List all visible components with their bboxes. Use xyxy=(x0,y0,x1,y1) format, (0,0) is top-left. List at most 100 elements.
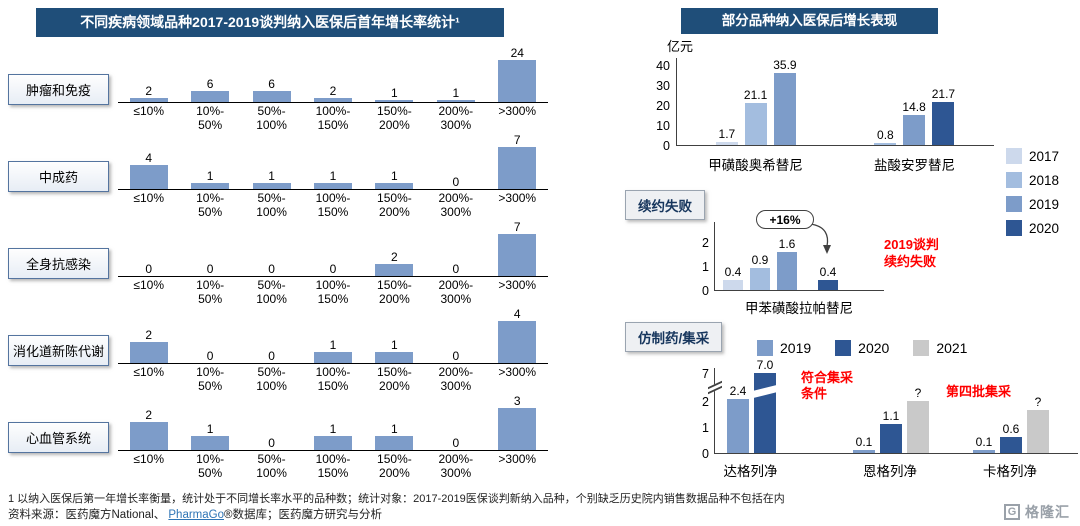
bar-column: 1 xyxy=(241,169,302,189)
bar-wrap: 1.6 xyxy=(777,237,797,290)
x-tick-line: 50% xyxy=(179,467,240,481)
x-tick-line: ≤10% xyxy=(118,366,179,380)
bar xyxy=(253,91,291,102)
bar-column: 1 xyxy=(364,86,425,102)
bar-group: 0.10.6? xyxy=(973,395,1049,453)
y-tick-label: 1 xyxy=(694,260,709,275)
bar xyxy=(716,142,738,145)
x-tick-line: 200% xyxy=(364,206,425,220)
legend-year-label: 2019 xyxy=(1029,197,1059,212)
x-tick-line: 100%- xyxy=(302,453,363,467)
mini-bar-chart: 0000207≤10%10%-50%50%-100%100%-150%150%-… xyxy=(118,220,548,307)
legend-swatch xyxy=(1006,196,1022,212)
bar-value-label: 1 xyxy=(391,422,398,436)
mini-bars-area: 26621124 xyxy=(118,46,548,103)
bar-value-label: 1 xyxy=(452,86,459,100)
bar xyxy=(375,100,413,102)
disease-label-box: 消化道新陈代谢 xyxy=(8,335,109,366)
x-tick-label: 100%-150% xyxy=(302,190,363,219)
bar-wrap: 7.0 xyxy=(754,358,776,453)
x-tick-line: 300% xyxy=(425,380,486,394)
disease-chart-row: 肿瘤和免疫26621124≤10%10%-50%50%-100%100%-150… xyxy=(8,46,548,133)
bar xyxy=(130,422,168,450)
legend-year-label: 2018 xyxy=(1029,173,1059,188)
mini-x-axis: ≤10%10%-50%50%-100%100%-150%150%-200%200… xyxy=(118,451,548,480)
bar-value-label: 1.1 xyxy=(883,409,900,423)
bar-column: 2 xyxy=(302,84,363,102)
disease-chart-row: 心血管系统2101103≤10%10%-50%50%-100%100%-150%… xyxy=(8,394,548,481)
bar-column: 2 xyxy=(118,84,179,102)
bar-value-label: 7 xyxy=(514,133,521,147)
x-tick-line: 150%- xyxy=(364,279,425,293)
bar xyxy=(754,373,776,453)
x-tick-line: 10%- xyxy=(179,192,240,206)
bar-value-label: 0.1 xyxy=(856,435,873,449)
legend-item: 2020 xyxy=(835,340,889,356)
x-tick-line: 150%- xyxy=(364,453,425,467)
source-link[interactable]: PharmaGo xyxy=(168,509,224,521)
x-tick-line: >300% xyxy=(487,192,548,206)
x-tick-line: 50%- xyxy=(241,366,302,380)
bar xyxy=(1027,410,1049,453)
bar-value-label: 0 xyxy=(330,262,337,276)
slide-canvas: 不同疾病领域品种2017-2019谈判纳入医保后首年增长率统计¹ 肿瘤和免疫26… xyxy=(0,0,1080,526)
x-tick-line: ≤10% xyxy=(118,279,179,293)
disease-label-box: 肿瘤和免疫 xyxy=(8,74,109,105)
note-line: 符合集采 xyxy=(801,370,853,386)
legend-item: 2018 xyxy=(1006,172,1059,188)
x-tick-line: 10%- xyxy=(179,366,240,380)
bar-column: 1 xyxy=(302,338,363,363)
legend-swatch xyxy=(1006,148,1022,164)
bar xyxy=(130,98,168,102)
bar-value-label: 24 xyxy=(511,46,524,60)
bar xyxy=(1000,437,1022,453)
x-tick-line: 10%- xyxy=(179,453,240,467)
group-label: 盐酸安罗替尼 xyxy=(835,154,994,174)
bar-value-label: 2 xyxy=(145,408,152,422)
year-legend: 2017201820192020 xyxy=(1006,148,1059,236)
bar xyxy=(818,280,838,290)
legend-swatch xyxy=(757,340,773,356)
fourth-batch-note: 第四批集采 xyxy=(946,384,1011,400)
x-tick-label: 150%-200% xyxy=(364,277,425,306)
group-label: 甲磺酸奥希替尼 xyxy=(676,154,835,174)
x-tick-label: 150%-200% xyxy=(364,364,425,393)
bar-value-label: 1 xyxy=(391,86,398,100)
growth-annotation: +16% xyxy=(756,210,814,229)
procurement-eligible-note: 符合集采 条件 xyxy=(801,370,853,401)
x-tick-label: 150%-200% xyxy=(364,451,425,480)
x-tick-line: 200%- xyxy=(425,279,486,293)
plot-area: 0.40.91.60.4 xyxy=(714,222,884,291)
bar-value-label: ? xyxy=(915,386,922,400)
bar-column: 1 xyxy=(364,338,425,363)
x-tick-label: 10%-50% xyxy=(179,451,240,480)
bar-column: 3 xyxy=(487,394,548,450)
bar-value-label: 2 xyxy=(145,328,152,342)
mini-bars-area: 2101103 xyxy=(118,394,548,451)
bar-value-label: 0 xyxy=(268,349,275,363)
x-tick-label: ≤10% xyxy=(118,277,179,306)
x-axis-labels: 甲磺酸奥希替尼盐酸安罗替尼 xyxy=(676,154,994,174)
bar xyxy=(375,183,413,189)
bar-group: 2.47.0 xyxy=(727,358,776,453)
disease-label: 消化道新陈代谢 xyxy=(11,341,106,360)
mini-bar-chart: 4111107≤10%10%-50%50%-100%100%-150%150%-… xyxy=(118,133,548,220)
bar-value-label: 0.6 xyxy=(1003,422,1020,436)
disease-label: 肿瘤和免疫 xyxy=(11,80,106,99)
bar-value-label: 6 xyxy=(268,77,275,91)
bar-column: 2 xyxy=(118,328,179,363)
bar-value-label: 2 xyxy=(145,84,152,98)
bar-column: 0 xyxy=(302,262,363,276)
x-tick-line: 50% xyxy=(179,293,240,307)
bar-value-label: 4 xyxy=(514,307,521,321)
bar-value-label: 0.4 xyxy=(725,265,742,279)
renewal-failure-tag: 续约失败 xyxy=(625,190,705,220)
x-tick-label: >300% xyxy=(487,103,548,132)
bar-wrap: 0.6 xyxy=(1000,422,1022,453)
x-tick-line: 150%- xyxy=(364,192,425,206)
x-tick-label: 50%-100% xyxy=(241,190,302,219)
bar-column: 0 xyxy=(425,349,486,363)
bar-column: 4 xyxy=(118,151,179,189)
x-tick-line: 200%- xyxy=(425,105,486,119)
mini-bar-chart: 26621124≤10%10%-50%50%-100%100%-150%150%… xyxy=(118,46,548,133)
